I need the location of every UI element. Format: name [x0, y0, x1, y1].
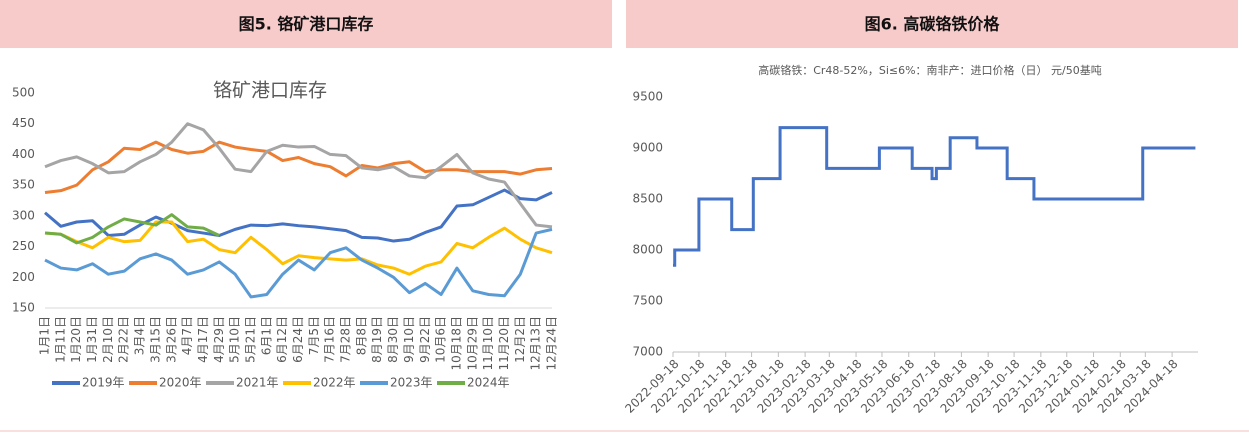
x-tick-label: 12月13日 — [529, 316, 543, 371]
header-title: 图5. 铬矿港口库存 — [239, 15, 374, 34]
chart-title: 铬矿港口库存 — [213, 80, 327, 102]
y-tick-label: 450 — [12, 116, 35, 130]
y-tick-label: 350 — [12, 178, 35, 192]
series-line — [44, 188, 553, 243]
y-tick-label: 9500 — [632, 90, 663, 104]
x-tick-label: 11月20日 — [497, 316, 511, 371]
y-tick-label: 150 — [12, 301, 35, 315]
y-tick-label: 8500 — [632, 192, 663, 206]
header-bar — [0, 0, 612, 48]
x-tick-label: 7月28日 — [339, 316, 353, 363]
x-tick-label: 6月24日 — [291, 316, 305, 363]
x-tick-label: 2月10日 — [101, 316, 115, 363]
series-line — [44, 213, 220, 245]
y-tick-label: 7500 — [632, 294, 663, 308]
x-tick-label: 5月10日 — [228, 316, 242, 363]
y-tick-label: 8000 — [632, 243, 663, 257]
y-tick-label: 7000 — [632, 345, 663, 359]
y-tick-label: 250 — [12, 239, 35, 253]
x-tick-label: 7月16日 — [323, 316, 337, 363]
x-tick-label: 4月29日 — [212, 316, 226, 363]
series-line — [44, 227, 553, 299]
x-tick-label: 4月7日 — [180, 316, 194, 355]
header-title: 图6. 高碳铬铁价格 — [865, 15, 1001, 34]
legend-label: 2020年 — [159, 376, 202, 390]
series-line — [44, 220, 553, 276]
x-tick-label: 4月17日 — [196, 316, 210, 363]
x-tick-label: 3月4日 — [133, 316, 147, 355]
x-tick-label: 9月10日 — [402, 316, 416, 363]
x-tick-label: 10月6日 — [434, 316, 448, 363]
x-tick-label: 2月22日 — [117, 316, 131, 363]
x-tick-label: 8月19日 — [370, 316, 384, 363]
x-tick-label: 7月5日 — [307, 316, 321, 355]
header-bar — [626, 0, 1238, 48]
x-tick-label: 9月22日 — [418, 316, 432, 363]
y-tick-label: 300 — [12, 208, 35, 222]
x-tick-label: 12月2日 — [513, 316, 527, 363]
series-line — [44, 122, 553, 229]
legend-label: 2019年 — [82, 376, 125, 390]
y-tick-label: 500 — [12, 86, 35, 100]
x-tick-label: 5月21日 — [243, 316, 257, 363]
x-tick-label: 3月26日 — [164, 316, 178, 363]
chart-subtitle: 高碳铬铁：Cr48-52%，Si≤6%：南非产：进口价格（日） 元/50基吨 — [758, 63, 1102, 77]
x-tick-label: 12月24日 — [545, 316, 559, 371]
x-tick-label: 8月8日 — [354, 316, 368, 355]
x-tick-label: 1月20日 — [69, 316, 83, 363]
legend-label: 2022年 — [313, 376, 356, 390]
x-tick-label: 10月18日 — [449, 316, 463, 371]
y-tick-label: 200 — [12, 270, 35, 284]
legend-label: 2023年 — [390, 376, 433, 390]
series-line — [44, 140, 553, 195]
x-tick-label: 1月11日 — [53, 316, 67, 363]
x-tick-label: 6月1日 — [259, 316, 273, 355]
x-tick-label: 8月30日 — [386, 316, 400, 363]
series-line — [673, 126, 1196, 267]
x-tick-label: 6月12日 — [275, 316, 289, 363]
x-tick-label: 3月15日 — [148, 316, 162, 363]
x-tick-label: 1月1日 — [38, 316, 52, 355]
y-tick-label: 9000 — [632, 141, 663, 155]
x-tick-label: 11月10日 — [481, 316, 495, 371]
legend-label: 2021年 — [236, 376, 279, 390]
legend-label: 2024年 — [467, 376, 510, 390]
x-tick-label: 1月31日 — [85, 316, 99, 363]
y-tick-label: 400 — [12, 147, 35, 161]
x-tick-label: 10月29日 — [465, 316, 479, 371]
